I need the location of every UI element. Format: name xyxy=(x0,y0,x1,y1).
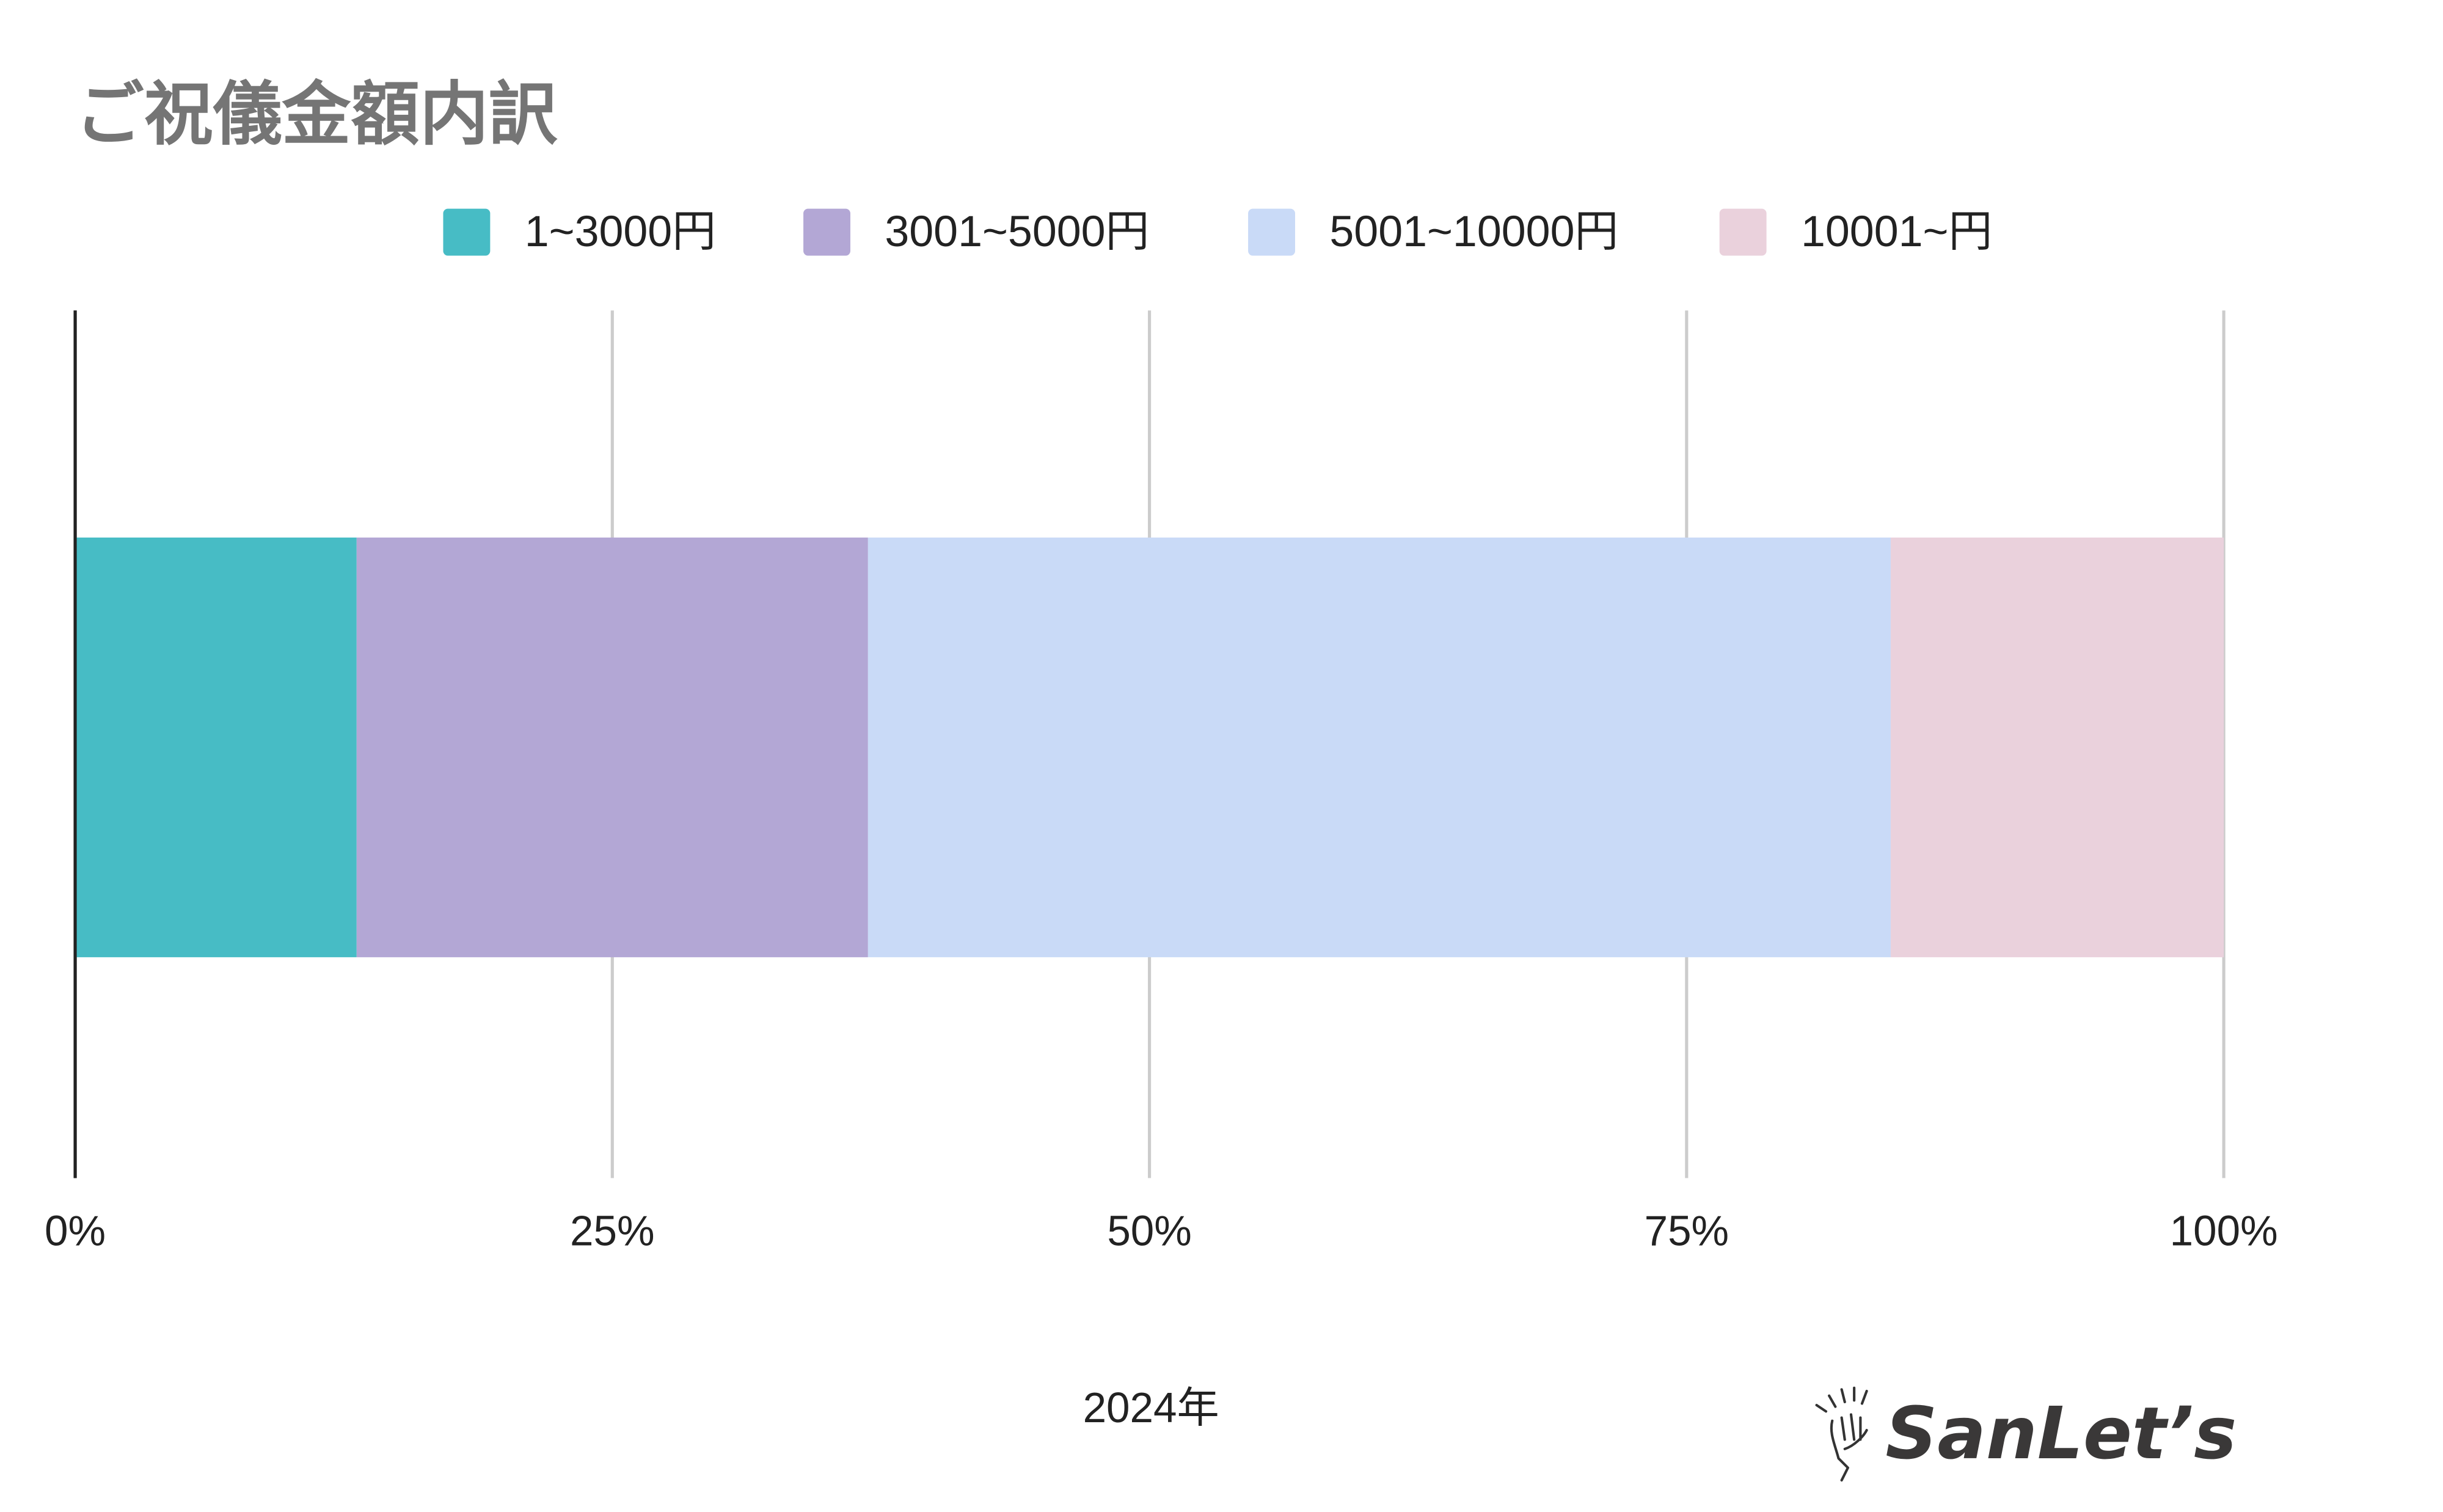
x-axis-label: 2024年 xyxy=(1083,1384,1219,1431)
bar-segment xyxy=(356,537,868,957)
legend-swatch xyxy=(1719,208,1767,256)
logo: SanLet’s xyxy=(1815,1386,2237,1482)
logo-text: SanLet’s xyxy=(1885,1392,2237,1475)
legend-swatch xyxy=(803,208,850,256)
bars xyxy=(73,310,2224,1178)
x-tick-label: 0% xyxy=(45,1207,106,1255)
legend-swatch xyxy=(1248,208,1295,256)
chart-title: ご祝儀金額内訳 xyxy=(75,76,558,153)
bar-segment xyxy=(1890,537,2224,957)
legend-label: 5001~10000円 xyxy=(1329,207,1618,256)
x-tick-label: 100% xyxy=(2170,1207,2278,1255)
high-five-hands-icon xyxy=(1815,1386,1868,1482)
x-axis-ticks: 0% 25% 50% 75% 100% xyxy=(45,1207,2278,1255)
x-tick-label: 75% xyxy=(1645,1207,1729,1255)
bar-segment xyxy=(75,537,357,957)
x-tick-label: 25% xyxy=(570,1207,655,1255)
legend-label: 10001~円 xyxy=(1801,207,1992,256)
legend-swatch xyxy=(443,208,491,256)
legend-label: 1~3000円 xyxy=(525,207,716,256)
bar-segment xyxy=(867,537,1891,957)
legend-label: 3001~5000円 xyxy=(885,207,1149,256)
legend: 1~3000円 3001~5000円 5001~10000円 10001~円 xyxy=(443,207,1992,256)
x-tick-label: 50% xyxy=(1107,1207,1192,1255)
